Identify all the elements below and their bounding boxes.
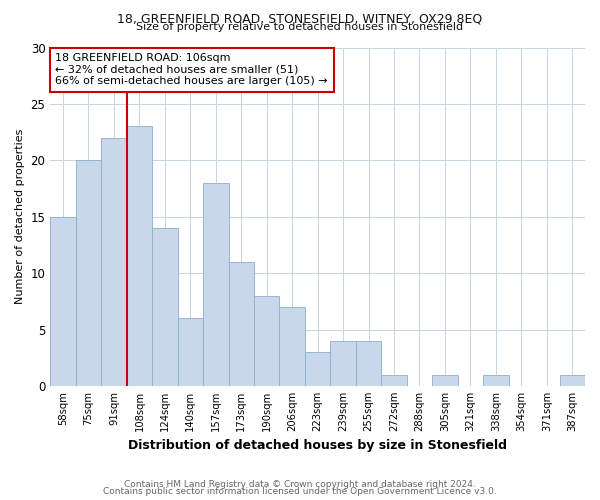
Bar — [127, 126, 152, 386]
Bar — [356, 341, 382, 386]
Text: 18 GREENFIELD ROAD: 106sqm
← 32% of detached houses are smaller (51)
66% of semi: 18 GREENFIELD ROAD: 106sqm ← 32% of deta… — [55, 53, 328, 86]
Bar — [152, 228, 178, 386]
Bar — [280, 307, 305, 386]
Bar — [382, 374, 407, 386]
Bar — [50, 216, 76, 386]
Bar — [331, 341, 356, 386]
Text: Contains HM Land Registry data © Crown copyright and database right 2024.: Contains HM Land Registry data © Crown c… — [124, 480, 476, 489]
Bar — [229, 262, 254, 386]
Bar — [101, 138, 127, 386]
Bar — [432, 374, 458, 386]
Bar — [254, 296, 280, 386]
X-axis label: Distribution of detached houses by size in Stonesfield: Distribution of detached houses by size … — [128, 440, 507, 452]
Bar — [76, 160, 101, 386]
Text: 18, GREENFIELD ROAD, STONESFIELD, WITNEY, OX29 8EQ: 18, GREENFIELD ROAD, STONESFIELD, WITNEY… — [118, 12, 482, 26]
Y-axis label: Number of detached properties: Number of detached properties — [15, 129, 25, 304]
Bar — [560, 374, 585, 386]
Bar — [203, 183, 229, 386]
Text: Size of property relative to detached houses in Stonesfield: Size of property relative to detached ho… — [136, 22, 464, 32]
Bar — [483, 374, 509, 386]
Bar — [305, 352, 331, 386]
Bar — [178, 318, 203, 386]
Text: Contains public sector information licensed under the Open Government Licence v3: Contains public sector information licen… — [103, 487, 497, 496]
